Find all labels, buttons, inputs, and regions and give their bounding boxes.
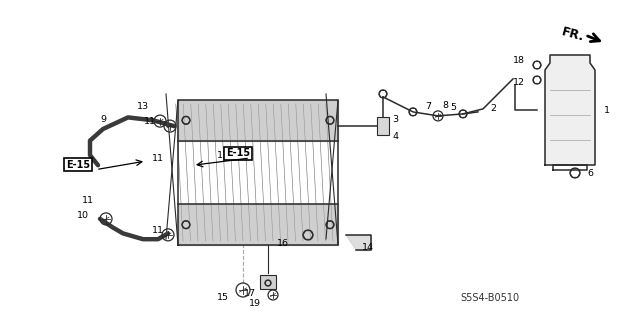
Text: 11: 11 bbox=[82, 196, 94, 205]
Text: 11: 11 bbox=[152, 226, 164, 235]
Text: 19: 19 bbox=[249, 299, 261, 308]
Text: 2: 2 bbox=[490, 104, 496, 113]
Polygon shape bbox=[545, 55, 595, 165]
Text: 4: 4 bbox=[392, 132, 398, 141]
Text: 7: 7 bbox=[425, 102, 431, 111]
Text: 18: 18 bbox=[513, 55, 525, 65]
Text: E-15: E-15 bbox=[226, 148, 250, 158]
Text: 11: 11 bbox=[217, 151, 229, 160]
Text: 13: 13 bbox=[137, 102, 149, 111]
Text: 9: 9 bbox=[100, 116, 106, 124]
Text: 6: 6 bbox=[587, 169, 593, 178]
Text: 11: 11 bbox=[144, 116, 156, 126]
Text: 15: 15 bbox=[217, 293, 229, 302]
Bar bbox=[377, 117, 389, 135]
Text: 3: 3 bbox=[392, 116, 398, 124]
Text: 11: 11 bbox=[152, 154, 164, 163]
Polygon shape bbox=[346, 235, 371, 250]
Text: FR.: FR. bbox=[560, 26, 586, 44]
Text: E-15: E-15 bbox=[66, 159, 90, 170]
Text: 10: 10 bbox=[77, 212, 89, 220]
Text: 5: 5 bbox=[450, 103, 456, 112]
Text: 8: 8 bbox=[442, 101, 448, 110]
Text: 17: 17 bbox=[244, 289, 256, 298]
Text: E-15: E-15 bbox=[67, 160, 88, 169]
Text: 14: 14 bbox=[362, 243, 374, 252]
Text: S5S4-B0510: S5S4-B0510 bbox=[460, 293, 520, 303]
Text: 1: 1 bbox=[604, 106, 610, 115]
Text: 16: 16 bbox=[277, 238, 289, 247]
Text: 12: 12 bbox=[513, 77, 525, 86]
Bar bbox=[260, 275, 276, 289]
